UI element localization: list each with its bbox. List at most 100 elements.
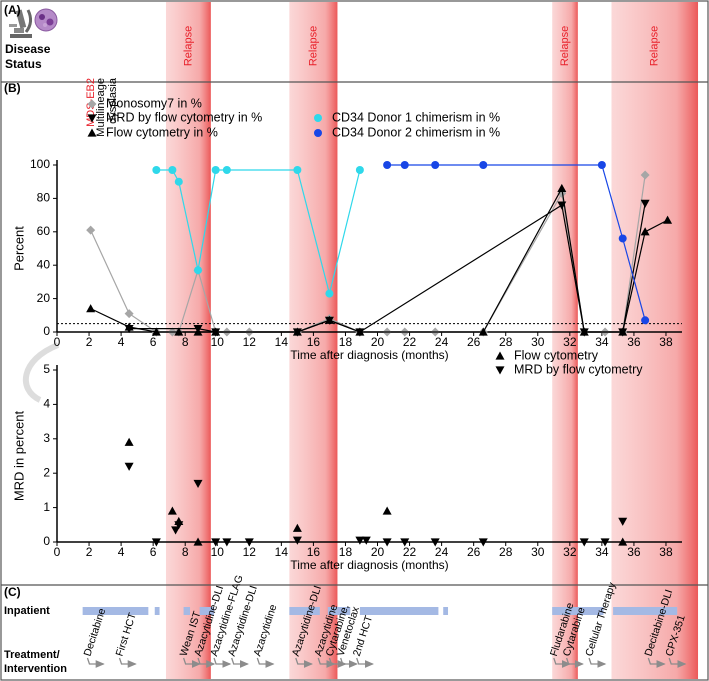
y-tick-label: 1 (43, 500, 50, 514)
x-tick-label: 0 (54, 545, 61, 559)
marker (193, 327, 203, 336)
marker (355, 327, 365, 336)
marker (152, 166, 161, 175)
marker (478, 327, 488, 336)
marker (151, 327, 161, 336)
marker (244, 538, 254, 547)
treatment-arrow (328, 657, 347, 668)
x-tick-label: 16 (307, 545, 321, 559)
marker (222, 538, 232, 547)
marker (355, 536, 365, 545)
marker (618, 234, 627, 243)
marker (579, 538, 589, 547)
treatment-arrow (565, 657, 584, 668)
marker (361, 536, 371, 545)
marker (174, 521, 184, 530)
legend-label: Flow cytometry (514, 348, 599, 362)
marker (383, 161, 392, 169)
x-tick-label: 24 (435, 335, 449, 349)
legend-label: MRD by flow cytometry in % (106, 110, 262, 124)
inpatient-bar (327, 607, 351, 615)
marker (87, 99, 97, 109)
marker (495, 351, 505, 360)
inpatient-bar (199, 607, 215, 615)
status-label: Multilineage (95, 78, 107, 137)
treatment-arrow (588, 657, 607, 668)
x-tick-label: 14 (275, 335, 289, 349)
marker (400, 538, 410, 547)
x-tick-label: 32 (563, 545, 577, 559)
x-tick-label: 38 (659, 335, 673, 349)
y-tick-label: 60 (37, 224, 51, 238)
inpatient-bar (289, 607, 320, 615)
marker (168, 166, 177, 175)
status-label: dysplasia (107, 77, 119, 124)
panel-label: (B) (4, 81, 21, 95)
marker (292, 327, 302, 336)
legend-label: Monosomy7 in % (106, 96, 202, 110)
marker (211, 538, 221, 547)
marker (557, 183, 567, 192)
x-tick-label: 12 (243, 545, 257, 559)
relapse-label: Relapse (649, 26, 661, 66)
inpatient-bar (359, 607, 439, 615)
y-tick-label: 4 (43, 397, 50, 411)
marker (314, 114, 322, 122)
marker (86, 304, 96, 313)
x-tick-label: 34 (595, 335, 609, 349)
marker (479, 161, 488, 169)
marker (174, 327, 184, 336)
x-tick-label: 4 (118, 545, 125, 559)
marker (400, 161, 409, 169)
marker (324, 315, 334, 324)
marker (292, 536, 302, 545)
marker (430, 538, 440, 547)
treatment-arrow (118, 657, 137, 668)
x-tick-label: 18 (339, 335, 353, 349)
treatment-arrow (231, 657, 249, 668)
x-tick-label: 4 (118, 335, 125, 349)
treatment-arrow (295, 657, 314, 668)
x-tick-label: 36 (627, 545, 641, 559)
x-tick-label: 8 (182, 335, 189, 349)
series-line (387, 164, 646, 321)
marker (618, 537, 628, 546)
treatment-label: First HCT (114, 611, 139, 658)
marker (431, 161, 440, 169)
x-tick-label: 16 (307, 335, 321, 349)
x-tick-label: 6 (150, 545, 157, 559)
x-tick-label: 12 (243, 335, 257, 349)
inpatient-bar (82, 607, 149, 615)
x-tick-label: 2 (86, 545, 93, 559)
marker (211, 166, 220, 175)
marker (579, 327, 589, 336)
marker (87, 128, 97, 137)
relapse-label: Relapse (182, 26, 194, 66)
x-tick-label: 2 (86, 335, 93, 349)
y-tick-label: 0 (43, 324, 50, 338)
inpatient-bar (183, 607, 191, 615)
y-tick-label: 2 (43, 465, 50, 479)
marker (293, 166, 302, 175)
treatment-arrow (340, 657, 358, 668)
y-axis-label: Percent (11, 226, 26, 271)
x-tick-label: 32 (563, 335, 577, 349)
marker (211, 327, 221, 336)
x-tick-label: 22 (403, 335, 417, 349)
marker (600, 538, 610, 547)
legend-label: Flow cytometry in % (106, 125, 218, 139)
marker (124, 437, 134, 446)
y-tick-label: 40 (37, 257, 51, 271)
treatment-arrow (553, 657, 572, 668)
marker (174, 177, 183, 186)
x-tick-label: 20 (371, 545, 385, 559)
marker (495, 366, 505, 375)
marker (325, 289, 334, 298)
treatment-title: Treatment/ (4, 649, 60, 661)
treatment-arrow (213, 657, 232, 668)
marker (193, 537, 203, 546)
x-tick-label: 28 (499, 545, 513, 559)
inpatient-label: Inpatient (4, 605, 50, 617)
inpatient-bar (154, 607, 160, 615)
